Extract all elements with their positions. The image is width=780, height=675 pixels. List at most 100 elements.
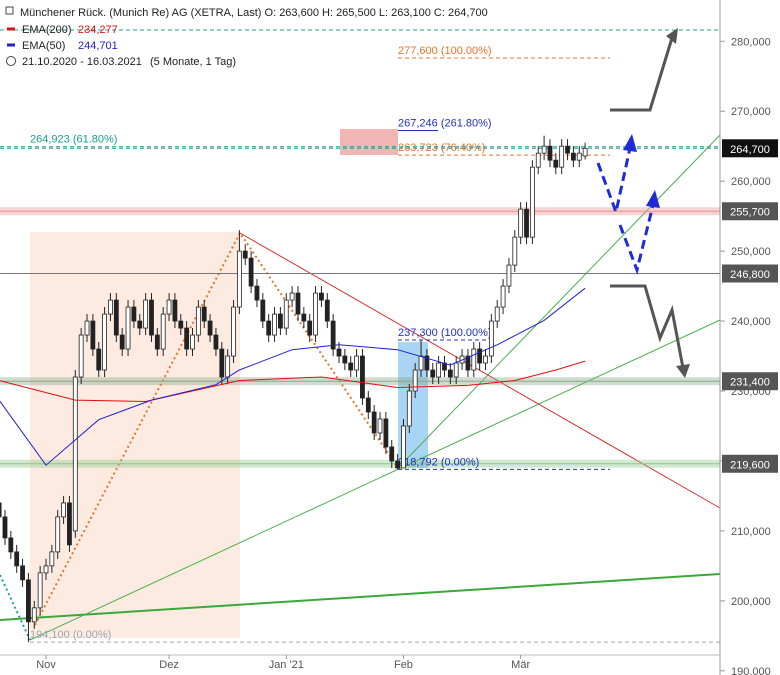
- candle-body: [166, 299, 172, 315]
- arrow-head: [623, 134, 637, 152]
- candle-body: [412, 369, 418, 392]
- candle-body: [406, 390, 412, 427]
- candle-body: [395, 460, 401, 469]
- candle-body: [389, 446, 395, 462]
- candle-body: [330, 320, 336, 350]
- candle-body: [2, 516, 8, 539]
- legend-value: 244,701: [78, 40, 118, 52]
- candle-body: [225, 355, 231, 378]
- trend-line: [239, 232, 721, 509]
- candle-body: [301, 313, 307, 322]
- candle-body: [535, 152, 541, 168]
- candle-body: [0, 502, 2, 518]
- arrow-head: [646, 190, 660, 208]
- candle-body: [453, 362, 459, 378]
- candle-body: [447, 369, 453, 378]
- level-box: [722, 264, 778, 283]
- arrow: [610, 37, 674, 112]
- x-tick-label: Mär: [511, 659, 530, 671]
- candle-body: [49, 551, 55, 567]
- level-box: [722, 202, 778, 221]
- candle-body: [383, 418, 389, 448]
- candle-body: [143, 299, 149, 329]
- fib-label: 267,246 (261.80%): [398, 117, 492, 129]
- ema-line: [0, 360, 586, 403]
- candle-body: [266, 320, 272, 336]
- zigzag: [0, 574, 31, 641]
- candle-body: [119, 334, 125, 350]
- candle-body: [529, 166, 535, 238]
- legend-label: EMA(50): [22, 40, 65, 52]
- candle-body: [424, 355, 430, 371]
- candle-body: [131, 306, 137, 322]
- candle-body: [488, 320, 494, 357]
- candle-body: [518, 208, 524, 238]
- level-box: [722, 454, 778, 473]
- trend-line: [29, 319, 721, 641]
- candle-body: [113, 299, 119, 336]
- candle-body: [360, 355, 365, 399]
- candle-body: [72, 376, 78, 532]
- candle-body: [248, 257, 254, 287]
- candle-body: [477, 348, 483, 364]
- candle-body: [582, 147, 588, 157]
- trend-line: [0, 573, 721, 621]
- candle-body: [201, 306, 207, 322]
- candle-body: [365, 397, 371, 413]
- candle-body: [31, 607, 37, 623]
- candle-body: [576, 152, 582, 161]
- candle-body: [377, 418, 383, 434]
- candle-body: [571, 152, 576, 161]
- candle-body: [231, 306, 236, 357]
- candle-body: [195, 306, 201, 336]
- candle-body: [307, 320, 313, 336]
- candle-body: [184, 327, 190, 350]
- candle-body: [37, 572, 43, 609]
- y-tick-label: 280,000: [731, 36, 771, 48]
- period: (5 Monate, 1 Tag): [150, 56, 236, 68]
- candle-body: [465, 355, 471, 371]
- candle-body: [84, 320, 90, 336]
- candle-body: [342, 355, 348, 364]
- fib-label: 237,300 (100.00%): [398, 327, 492, 339]
- candle-body: [20, 565, 25, 581]
- level-label: 264,700: [730, 144, 770, 156]
- y-tick-label: 190,000: [731, 666, 771, 675]
- x-tick-label: Feb: [394, 659, 413, 671]
- candle-body: [272, 313, 277, 336]
- y-tick-label: 260,000: [731, 176, 771, 188]
- fib-label: 218,792 (0.00%): [398, 456, 479, 468]
- candle-body: [67, 502, 72, 546]
- candle-body: [471, 348, 477, 371]
- candle-body: [483, 355, 488, 364]
- fib-label: 277,600 (100.00%): [398, 45, 492, 57]
- ema-line: [0, 287, 586, 466]
- fib-label: 194,100 (0.00%): [30, 629, 111, 641]
- candle-body: [260, 299, 266, 322]
- candle-body: [207, 320, 213, 336]
- legend-value: 234,277: [78, 24, 118, 36]
- arrow: [618, 204, 655, 276]
- candle-body: [418, 355, 424, 371]
- candle-body: [172, 299, 178, 322]
- x-tick-label: Nov: [36, 659, 56, 671]
- level-box: [722, 139, 778, 158]
- arrow: [596, 147, 632, 218]
- candle-body: [277, 313, 283, 329]
- arrow-head: [676, 364, 690, 378]
- candle-body: [219, 348, 225, 378]
- candle-body: [541, 145, 547, 154]
- y-tick-label: 250,000: [731, 246, 771, 258]
- fib-label: 264,923 (61.80%): [30, 134, 117, 146]
- candle-body: [90, 320, 96, 350]
- candle-body: [8, 537, 14, 553]
- range-box: [30, 232, 240, 638]
- candle-body: [190, 334, 195, 350]
- y-tick-label: 200,000: [731, 596, 771, 608]
- candle-body: [14, 551, 20, 567]
- candle-body: [401, 425, 406, 469]
- trend-line: [397, 134, 721, 469]
- icon: [5, 6, 14, 15]
- candle-body: [125, 306, 131, 350]
